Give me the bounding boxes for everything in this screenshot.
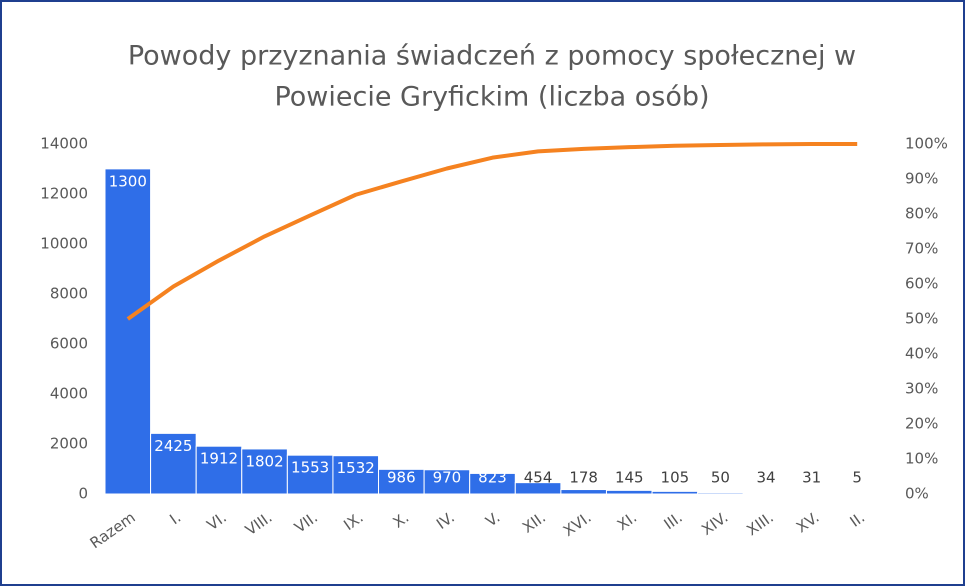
bar [378,468,425,495]
value-label: 105 [661,469,690,487]
bar [195,445,243,495]
bar [605,489,653,495]
value-label: 2425 [154,437,192,455]
y2-tick-label: 50% [905,310,938,328]
y-tick-label: 12000 [40,185,88,203]
cumulative-line [126,142,858,321]
y2-tick-label: 70% [905,240,938,258]
value-label: 1300 [109,172,147,190]
value-label: 31 [802,469,821,487]
y2-tick-label: 60% [905,275,938,293]
y2-tick-label: 20% [905,415,938,433]
value-label: 50 [711,469,730,487]
value-label: 970 [433,469,462,487]
bar [651,490,699,495]
value-label: 34 [756,469,775,487]
bar [332,455,380,495]
y-tick-label: 10000 [40,235,88,253]
y-tick-label: 4000 [50,385,88,403]
value-label: 454 [524,469,553,487]
y2-tick-label: 40% [905,345,938,363]
y2-tick-label: 100% [905,135,948,153]
bar [514,482,562,495]
chart-title: Powiecie Gryfickim (liczba osób) [274,82,709,113]
value-label: 823 [478,469,507,487]
y2-tick-label: 10% [905,450,938,468]
value-label: 1912 [200,450,238,468]
value-label: 1532 [337,459,375,477]
bar [423,469,471,495]
bar [742,492,790,495]
y-tick-label: 2000 [50,435,88,453]
value-label: 986 [387,469,416,487]
y2-tick-label: 30% [905,380,938,398]
value-label: 178 [569,469,598,487]
value-label: 1553 [291,459,329,477]
y-tick-label: 14000 [40,135,88,153]
value-label: 5 [852,469,862,487]
y2-tick-label: 80% [905,205,938,223]
value-label: 145 [615,469,644,487]
bar [150,432,197,495]
bar [788,492,835,495]
y-tick-label: 6000 [50,335,88,353]
y-tick-label: 8000 [50,285,88,303]
bar [286,454,334,495]
y-tick-label: 0 [78,485,88,503]
bar [697,492,744,495]
y2-tick-label: 0% [905,485,929,503]
chart-title: Powody przyznania świadczeń z pomocy spo… [128,41,856,72]
bar [560,489,607,495]
bar [104,168,152,495]
value-label: 1802 [245,452,283,470]
y2-tick-label: 90% [905,170,938,188]
